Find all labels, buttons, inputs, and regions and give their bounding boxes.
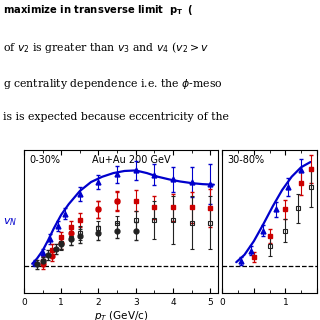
Text: is is expected because eccentricity of the: is is expected because eccentricity of t…	[3, 112, 229, 122]
X-axis label: $p_T$ (GeV/c): $p_T$ (GeV/c)	[93, 309, 148, 320]
Text: Au+Au 200 GeV: Au+Au 200 GeV	[92, 155, 170, 165]
Text: of $v_2$ is greater than $v_3$ and $v_4$ ($v_2 > v$: of $v_2$ is greater than $v_3$ and $v_4$…	[3, 40, 209, 55]
Text: g centrality dependence i.e. the $\phi$-meso: g centrality dependence i.e. the $\phi$-…	[3, 76, 223, 91]
Text: 30-80%: 30-80%	[227, 155, 264, 165]
Text: $v_N$: $v_N$	[3, 217, 17, 228]
Text: 0-30%: 0-30%	[30, 155, 61, 165]
Text: $\bf{maximize\ in\ transverse\ limit}$  $\bf{p_T}$  $\bf{(}$: $\bf{maximize\ in\ transverse\ limit}$ $…	[3, 3, 194, 17]
